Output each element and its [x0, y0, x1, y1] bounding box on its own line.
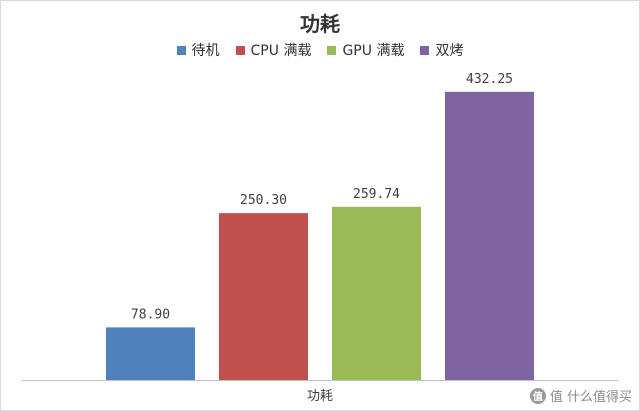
- watermark: 值 值 什么值得买: [529, 386, 632, 405]
- bar-dual-stress: [445, 91, 534, 380]
- legend-swatch-cpu-load: [235, 45, 245, 55]
- bar-cpu-load: [219, 213, 308, 380]
- data-label-dual-stress: 432.25: [466, 72, 513, 87]
- watermark-logo-icon: 值: [529, 387, 546, 404]
- x-tick-label: 功耗: [307, 389, 333, 404]
- legend-item-dual-stress: 双烤: [420, 40, 463, 60]
- legend-label-dual-stress: 双烤: [435, 43, 464, 59]
- legend-swatch-standby: [176, 45, 186, 55]
- legend-label-cpu-load: CPU 满载: [250, 43, 312, 59]
- watermark-text: 值 什么值得买: [549, 390, 632, 405]
- chart-title: 功耗: [300, 12, 340, 36]
- legend-label-standby: 待机: [191, 43, 220, 59]
- data-label-standby: 78.90: [131, 307, 170, 322]
- bar-gpu-load: [332, 206, 421, 380]
- legend-item-standby: 待机: [176, 40, 220, 60]
- legend-item-cpu-load: CPU 满载: [235, 40, 312, 60]
- legend-swatch-dual-stress: [420, 45, 430, 55]
- chart-legend: 待机 CPU 满载 GPU 满载 双烤: [0, 40, 640, 60]
- legend-swatch-gpu-load: [327, 45, 337, 55]
- legend-item-gpu-load: GPU 满载: [327, 40, 404, 60]
- legend-label-gpu-load: GPU 满载: [342, 43, 405, 59]
- data-label-gpu-load: 259.74: [353, 187, 400, 202]
- data-label-cpu-load: 250.30: [240, 193, 287, 208]
- bar-standby: [106, 327, 195, 380]
